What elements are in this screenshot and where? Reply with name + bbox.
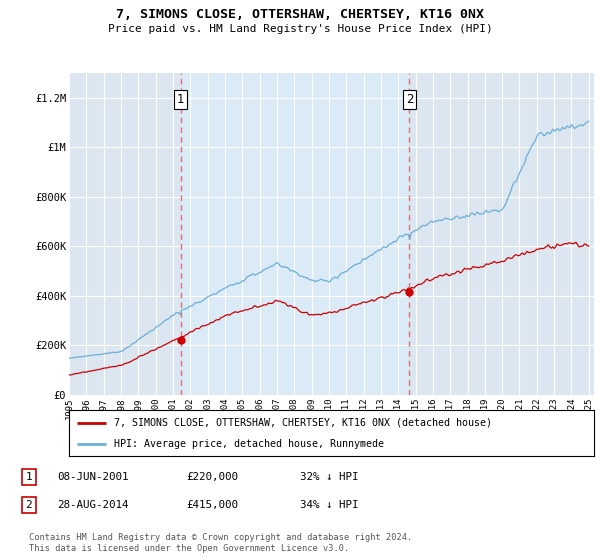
Text: 2: 2 bbox=[406, 92, 413, 106]
Text: 7, SIMONS CLOSE, OTTERSHAW, CHERTSEY, KT16 0NX (detached house): 7, SIMONS CLOSE, OTTERSHAW, CHERTSEY, KT… bbox=[113, 418, 491, 428]
Text: 2: 2 bbox=[25, 500, 32, 510]
Text: Price paid vs. HM Land Registry's House Price Index (HPI): Price paid vs. HM Land Registry's House … bbox=[107, 24, 493, 34]
Bar bbox=[181, 73, 409, 395]
Text: £415,000: £415,000 bbox=[186, 500, 238, 510]
Text: 32% ↓ HPI: 32% ↓ HPI bbox=[300, 472, 359, 482]
Text: 08-JUN-2001: 08-JUN-2001 bbox=[57, 472, 128, 482]
Text: HPI: Average price, detached house, Runnymede: HPI: Average price, detached house, Runn… bbox=[113, 439, 383, 449]
Text: 1: 1 bbox=[177, 92, 184, 106]
Text: 1: 1 bbox=[25, 472, 32, 482]
Text: 34% ↓ HPI: 34% ↓ HPI bbox=[300, 500, 359, 510]
Text: 7, SIMONS CLOSE, OTTERSHAW, CHERTSEY, KT16 0NX: 7, SIMONS CLOSE, OTTERSHAW, CHERTSEY, KT… bbox=[116, 8, 484, 21]
Text: £220,000: £220,000 bbox=[186, 472, 238, 482]
Text: Contains HM Land Registry data © Crown copyright and database right 2024.
This d: Contains HM Land Registry data © Crown c… bbox=[29, 533, 412, 553]
Text: 28-AUG-2014: 28-AUG-2014 bbox=[57, 500, 128, 510]
